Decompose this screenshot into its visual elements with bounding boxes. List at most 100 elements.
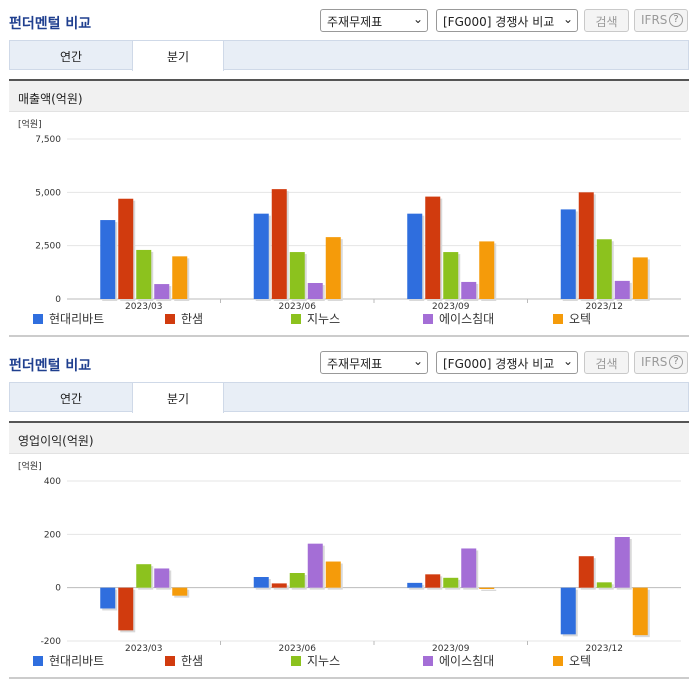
x-tick-label: 2023/09 [432, 644, 470, 654]
legend-swatch [553, 656, 563, 666]
bar [560, 587, 576, 635]
bar [136, 564, 152, 588]
legend-label: 에이스침대 [439, 654, 494, 668]
legend-label: 한샘 [181, 312, 203, 326]
bar [407, 582, 423, 588]
peer-group-select[interactable]: [FG000] 경쟁사 비교 ⌄ [436, 351, 578, 374]
statement-type-select[interactable]: 주재무제표 ⌄ [320, 351, 428, 374]
bar [443, 252, 459, 299]
bar [632, 257, 648, 299]
bar [118, 198, 134, 299]
bar [136, 249, 152, 299]
peer-group-value: [FG000] 경쟁사 비교 [443, 357, 555, 371]
bar [289, 252, 305, 299]
bar [461, 548, 477, 588]
bar [560, 209, 576, 299]
x-tick-label: 2023/06 [279, 302, 317, 312]
y-tick-label: 7,500 [35, 135, 61, 145]
chevron-down-icon: ⌄ [412, 354, 423, 368]
statement-type-value: 주재무제표 [327, 357, 383, 371]
legend-label: 한샘 [181, 654, 203, 668]
period-tabs: 연간 분기 [9, 40, 689, 71]
bar [307, 283, 323, 299]
bar [425, 574, 441, 588]
bar [154, 284, 170, 299]
bar [325, 237, 341, 299]
legend-label: 오텍 [569, 654, 591, 668]
bar [154, 568, 170, 588]
bar [253, 213, 269, 299]
bar [172, 587, 188, 596]
x-tick-label: 2023/12 [586, 302, 623, 312]
y-tick-label: 2,500 [35, 242, 61, 252]
legend-swatch [291, 314, 301, 324]
bar [425, 196, 441, 299]
legend-swatch [291, 656, 301, 666]
unit-label: [억원] [18, 118, 42, 130]
bar [596, 239, 612, 299]
legend-label: 지누스 [307, 312, 340, 326]
bar [271, 583, 287, 588]
bar [461, 281, 477, 299]
bar-shadow [481, 589, 497, 591]
bar [479, 241, 495, 299]
legend-label: 현대리바트 [49, 654, 104, 668]
statement-type-value: 주재무제표 [327, 15, 383, 29]
legend-label: 에이스침대 [439, 312, 494, 326]
help-icon[interactable]: ? [669, 13, 683, 27]
bar [632, 587, 648, 636]
tab-quarterly[interactable]: 분기 [132, 383, 224, 413]
panel-title: 영업이익(억원) [9, 423, 689, 454]
ifrs-button[interactable]: IFRS? [634, 9, 688, 32]
revenue-chart: [억원] 0 2,500 5,000 7,500 2023/03 2023/06 2023/0… [18, 118, 681, 326]
chart-panel: 매출액(억원) [억원] 0 2,500 5,000 7,500 2023/03 2023/… [9, 79, 689, 337]
tab-quarterly[interactable]: 분기 [132, 41, 224, 71]
ifrs-label: IFRS [641, 13, 668, 27]
bar [443, 577, 459, 588]
x-tick-label: 2023/03 [125, 644, 162, 654]
bar [100, 587, 116, 609]
x-tick-label: 2023/03 [125, 302, 162, 312]
bar [578, 192, 594, 299]
chevron-down-icon: ⌄ [562, 12, 573, 26]
peer-group-select[interactable]: [FG000] 경쟁사 비교 ⌄ [436, 9, 578, 32]
bar [614, 280, 630, 299]
y-tick-label: 5,000 [35, 188, 61, 198]
legend-swatch [553, 314, 563, 324]
x-tick-label: 2023/09 [432, 302, 470, 312]
bar [118, 587, 134, 631]
chevron-down-icon: ⌄ [562, 354, 573, 368]
legend-swatch [165, 314, 175, 324]
legend-swatch [165, 656, 175, 666]
section-title: 펀더멘털 비교 [9, 358, 92, 374]
x-tick-label: 2023/12 [586, 644, 623, 654]
bar [100, 220, 116, 299]
statement-type-select[interactable]: 주재무제표 ⌄ [320, 9, 428, 32]
bar [307, 543, 323, 588]
ifrs-button[interactable]: IFRS? [634, 351, 688, 374]
legend-label: 오텍 [569, 312, 591, 326]
chart-panel: 영업이익(억원) [억원] -200 0 200 400 2023/03 2023/06 20… [9, 421, 689, 679]
bar [325, 561, 341, 588]
operating-profit-chart: [억원] -200 0 200 400 2023/03 2023/06 2023/09 2023… [18, 460, 681, 668]
legend-swatch [423, 656, 433, 666]
legend-swatch [33, 656, 43, 666]
section-title: 펀더멘털 비교 [9, 16, 92, 32]
peer-group-value: [FG000] 경쟁사 비교 [443, 15, 555, 29]
search-button[interactable]: 검색 [584, 351, 629, 374]
tab-annual[interactable]: 연간 [59, 392, 83, 406]
y-tick-label: 400 [44, 477, 61, 487]
search-button[interactable]: 검색 [584, 9, 629, 32]
y-tick-label: 0 [55, 295, 61, 305]
ifrs-label: IFRS [641, 355, 668, 369]
x-tick-label: 2023/06 [279, 644, 317, 654]
legend-swatch [423, 314, 433, 324]
bar [479, 587, 495, 589]
chevron-down-icon: ⌄ [412, 12, 423, 26]
help-icon[interactable]: ? [669, 355, 683, 369]
unit-label: [억원] [18, 460, 42, 472]
bar [614, 537, 630, 588]
bar [253, 577, 269, 588]
tab-annual[interactable]: 연간 [59, 50, 83, 64]
bar [596, 582, 612, 588]
